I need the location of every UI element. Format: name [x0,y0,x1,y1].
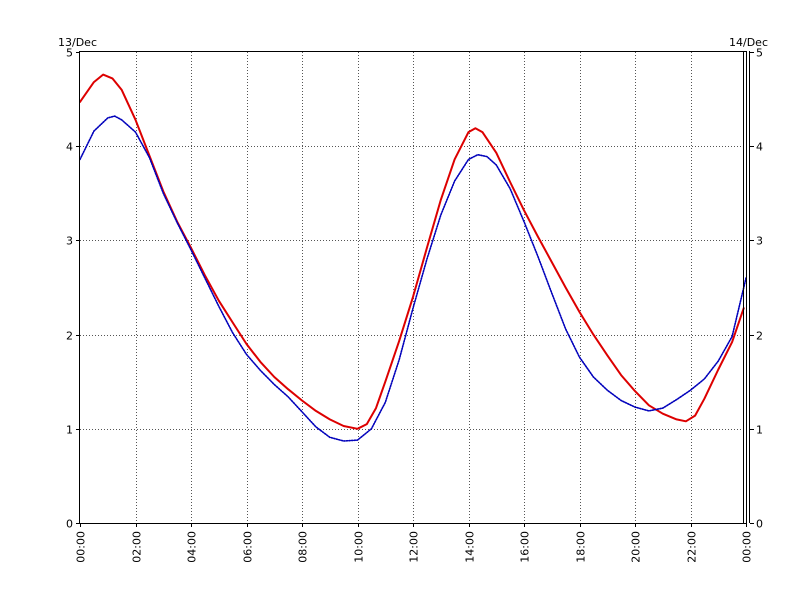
y-tick-label-left: 1 [66,424,73,437]
x-tick-label: 22:00 [686,531,699,563]
x-tick-label: 18:00 [575,531,588,563]
grid [80,52,746,523]
x-tick-label: 20:00 [630,531,643,563]
series-layer [79,73,747,442]
x-tick-label: 08:00 [297,531,310,563]
x-tick-label: 06:00 [242,531,255,563]
date-end-label: 14/Dec [729,36,768,49]
labels: 13/Dec 14/Dec 00:00 02:00 04:00 06:00 08:00 1… [58,36,768,563]
y-tick-label-left: 0 [66,518,73,531]
y-tick-label-right: 3 [756,235,763,248]
series-line-dotted [79,115,747,442]
y-tick-label-right: 5 [756,47,763,60]
y-tick-label-right: 1 [756,424,763,437]
y-tick-label-right: 2 [756,330,763,343]
x-tick-label: 16:00 [519,531,532,563]
y-tick-label-left: 2 [66,330,73,343]
y-tick-label-right: 0 [756,518,763,531]
y-tick-label-right: 4 [756,141,763,154]
x-tick-label: 10:00 [353,531,366,563]
x-tick-label: 04:00 [186,531,199,563]
y-tick-label-left: 4 [66,141,73,154]
series-line-solid [79,73,745,430]
x-tick-label: 00:00 [75,531,88,563]
x-tick-label: 00:00 [741,531,754,563]
x-tick-label: 12:00 [408,531,421,563]
x-tick-label: 02:00 [131,531,144,563]
y-tick-label-left: 5 [66,47,73,60]
plot-frame [79,51,747,524]
x-tick-label: 14:00 [464,531,477,563]
y-tick-label-left: 3 [66,235,73,248]
axes [76,51,754,527]
date-start-label: 13/Dec [58,36,97,49]
